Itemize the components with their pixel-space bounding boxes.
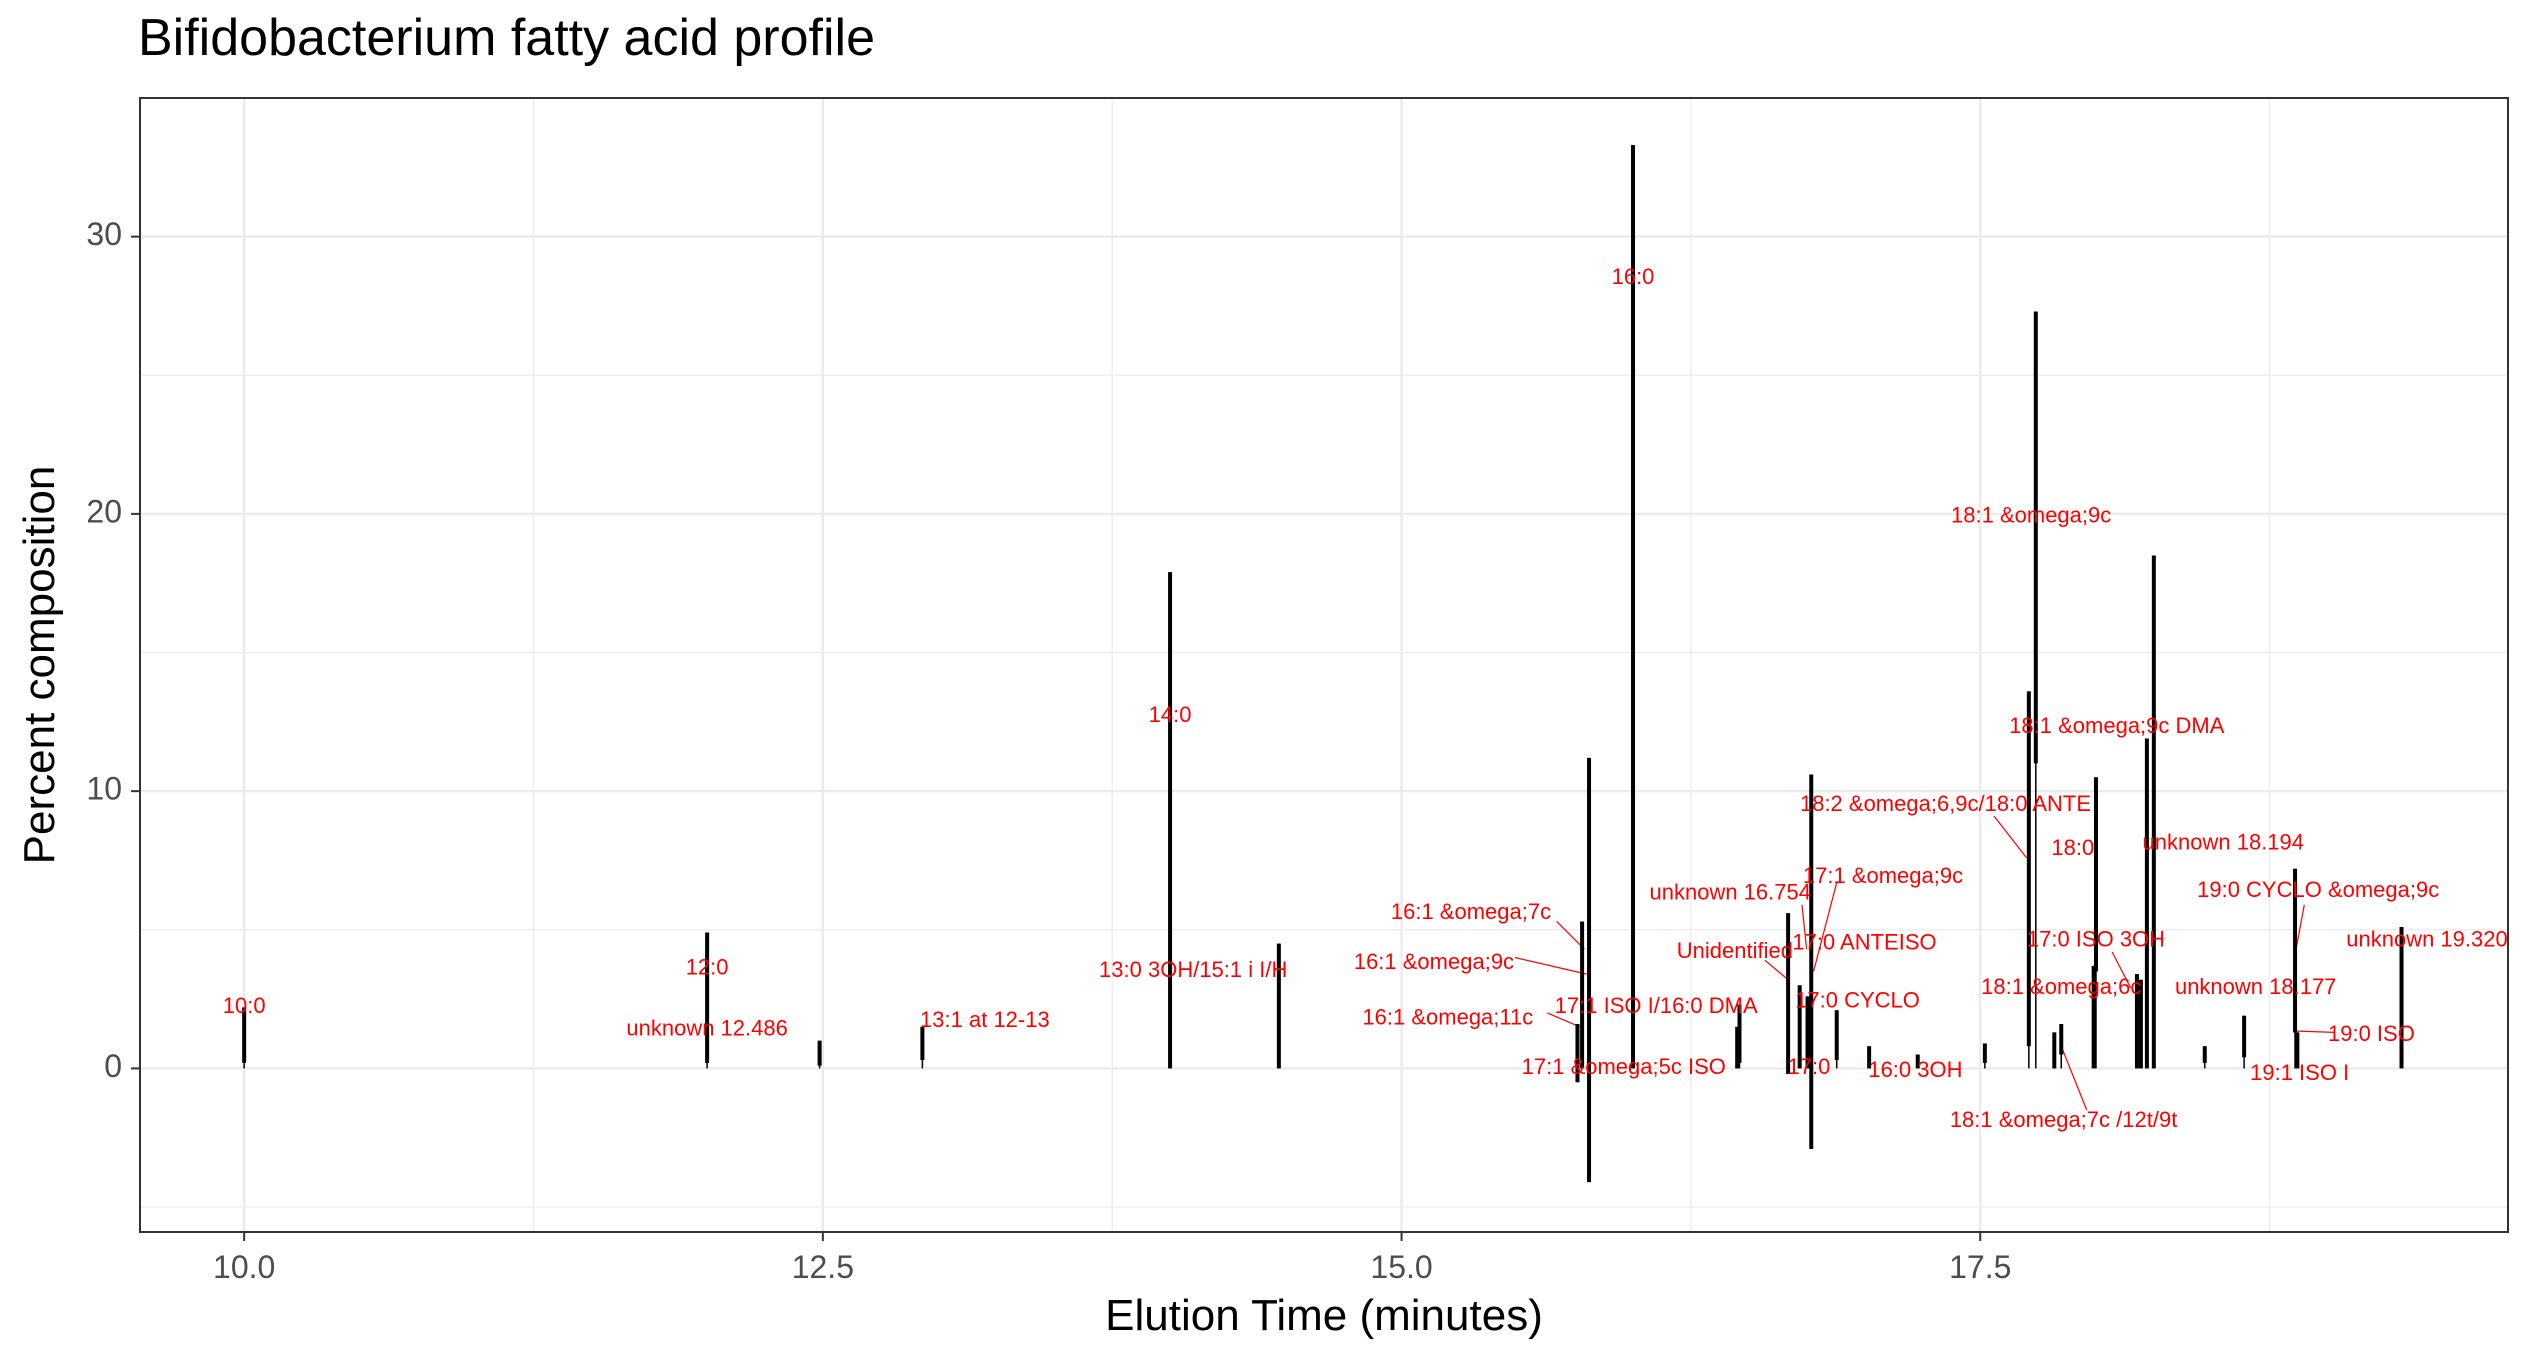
label-leader-line bbox=[1812, 882, 1838, 972]
peak-label: 16:1 &omega;11c bbox=[1362, 1004, 1533, 1029]
plot-panel bbox=[140, 98, 2508, 1232]
peak-label: 14:0 bbox=[1149, 702, 1192, 727]
peak-label: 18:1 &omega;6c bbox=[1981, 974, 2141, 999]
peak-label: 17:1 &omega;9c bbox=[1803, 863, 1963, 888]
label-leader-line bbox=[1801, 904, 1808, 950]
y-axis: 0 10 20 30 bbox=[86, 216, 140, 1084]
label-leader-lines bbox=[1514, 815, 2335, 1111]
x-tick-label: 10.0 bbox=[213, 1249, 275, 1285]
label-leader-line bbox=[1993, 815, 2028, 859]
label-leader-line bbox=[1547, 1012, 1581, 1028]
plot-border bbox=[139, 97, 2509, 1233]
peak-label: 17:0 ANTEISO bbox=[1792, 929, 1936, 954]
peak-label: 16:1 &omega;9c bbox=[1354, 949, 1514, 974]
peak-label: 16:0 bbox=[1612, 264, 1655, 289]
x-tick-label: 12.5 bbox=[792, 1249, 854, 1285]
y-tick-label: 10 bbox=[86, 771, 122, 807]
peak-label: 17:1 ISO I/16:0 DMA bbox=[1555, 993, 1758, 1018]
label-leader-line bbox=[2295, 1030, 2335, 1033]
peak-label: 12:0 bbox=[686, 954, 729, 979]
peak-label: 18:1 &omega;7c /12t/9t bbox=[1950, 1107, 2178, 1132]
peak-label: 19:1 ISO I bbox=[2250, 1060, 2349, 1085]
peak-label: unknown 16.754 bbox=[1650, 880, 1811, 905]
peak-label: 17:0 CYCLO bbox=[1795, 988, 1920, 1013]
y-tick-label: 30 bbox=[86, 216, 122, 252]
label-leader-line bbox=[1764, 959, 1789, 981]
peak-bars bbox=[242, 145, 2404, 1183]
peak-label: 17:0 bbox=[1788, 1054, 1831, 1079]
peak-label: 18:2 &omega;6,9c/18:0 ANTE bbox=[1800, 791, 2091, 816]
x-tick-label: 17.5 bbox=[1949, 1249, 2011, 1285]
peak-label: unknown 18.194 bbox=[2143, 830, 2304, 855]
peak-label: unknown 12.486 bbox=[626, 1015, 787, 1040]
peak-label: 19:0 CYCLO &omega;9c bbox=[2197, 877, 2439, 902]
peak-labels: 10:0 12:0 unknown 12.486 13:1 at 12-13 14:0 1… bbox=[223, 264, 2508, 1132]
x-axis: 10.0 12.5 15.0 17.5 bbox=[213, 1232, 2011, 1285]
y-tick-label: 0 bbox=[104, 1048, 122, 1084]
peak-label: 16:0 3OH bbox=[1868, 1057, 1962, 1082]
label-leader-line bbox=[2060, 1046, 2088, 1111]
label-leader-line bbox=[2111, 951, 2132, 989]
peak-label: 10:0 bbox=[223, 993, 266, 1018]
peak-label: 17:0 ISO 3OH bbox=[2027, 927, 2165, 952]
peak-label: unknown 19.320 bbox=[2346, 927, 2507, 952]
peak-label: 18:0 bbox=[2051, 835, 2094, 860]
peak-label: 18:1 &omega;9c bbox=[1951, 502, 2111, 527]
label-leader-line bbox=[1556, 921, 1585, 950]
label-leader-line bbox=[1514, 956, 1587, 975]
peak-label: unknown 18.177 bbox=[2175, 974, 2336, 999]
x-tick-label: 15.0 bbox=[1370, 1249, 1432, 1285]
peak-label: 19:0 ISO bbox=[2328, 1021, 2415, 1046]
chart-title: Bifidobacterium fatty acid profile bbox=[138, 9, 876, 67]
peak-label: 17:1 &omega;5c ISO bbox=[1522, 1054, 1726, 1079]
peak-label: 18:1 &omega;9c DMA bbox=[2009, 713, 2225, 738]
x-axis-title: Elution Time (minutes) bbox=[1105, 1291, 1543, 1340]
y-axis-title: Percent composition bbox=[15, 466, 64, 865]
y-tick-label: 20 bbox=[86, 493, 122, 529]
peak-label: 16:1 &omega;7c bbox=[1391, 899, 1551, 924]
peak-label: 13:1 at 12-13 bbox=[920, 1007, 1050, 1032]
peak-label: 13:0 3OH/15:1 i I/H bbox=[1099, 957, 1287, 982]
peak-label: Unidentified bbox=[1677, 938, 1793, 963]
